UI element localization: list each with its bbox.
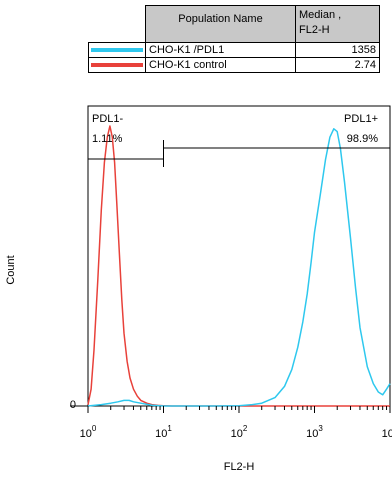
legend-swatch-pdl1 — [91, 48, 143, 52]
x-tick-label: 100 — [80, 424, 97, 440]
x-axis-label: FL2-H — [224, 461, 255, 473]
legend-header-median-line1: Median , — [299, 9, 342, 21]
x-axis: 100 101 102 103 104 — [70, 405, 392, 440]
legend-row-name: CHO-K1 control — [145, 57, 296, 73]
y-tick-label: 0 — [70, 399, 76, 411]
legend-corner — [88, 5, 146, 43]
plot-frame — [87, 105, 391, 407]
y-axis-label: Count — [5, 255, 17, 284]
legend-swatch-control — [91, 63, 143, 67]
legend-table: Population Name Median , FL2-H CHO-K1 /P… — [88, 5, 380, 73]
series-line-pdl1 — [87, 128, 391, 407]
series-layer — [87, 125, 391, 407]
series-line-control — [87, 125, 390, 407]
legend-header-median-line2: FL2-H — [299, 24, 330, 36]
legend-header-name: Population Name — [145, 5, 296, 43]
x-tick-label: 102 — [231, 424, 248, 440]
x-tick-label: 101 — [155, 424, 172, 440]
gate-percent-pdl1-pos: 98.9% — [347, 133, 378, 145]
gate-percent-pdl1-neg: 1.11% — [92, 133, 123, 145]
x-tick-label: 104 — [382, 424, 392, 440]
legend-row-median: 2.74 — [295, 57, 380, 73]
legend-row-median: 1358 — [295, 42, 380, 58]
legend-header-median: Median , FL2-H — [295, 5, 380, 43]
x-tick-label: 103 — [306, 424, 323, 440]
gate-label-pdl1-pos: PDL1+ — [344, 113, 378, 125]
gate-layer: PDL1- 1.11% PDL1+ 98.9% — [88, 113, 390, 167]
legend-row: CHO-K1 control 2.74 — [88, 57, 380, 73]
gate-label-pdl1-neg: PDL1- — [92, 113, 124, 125]
